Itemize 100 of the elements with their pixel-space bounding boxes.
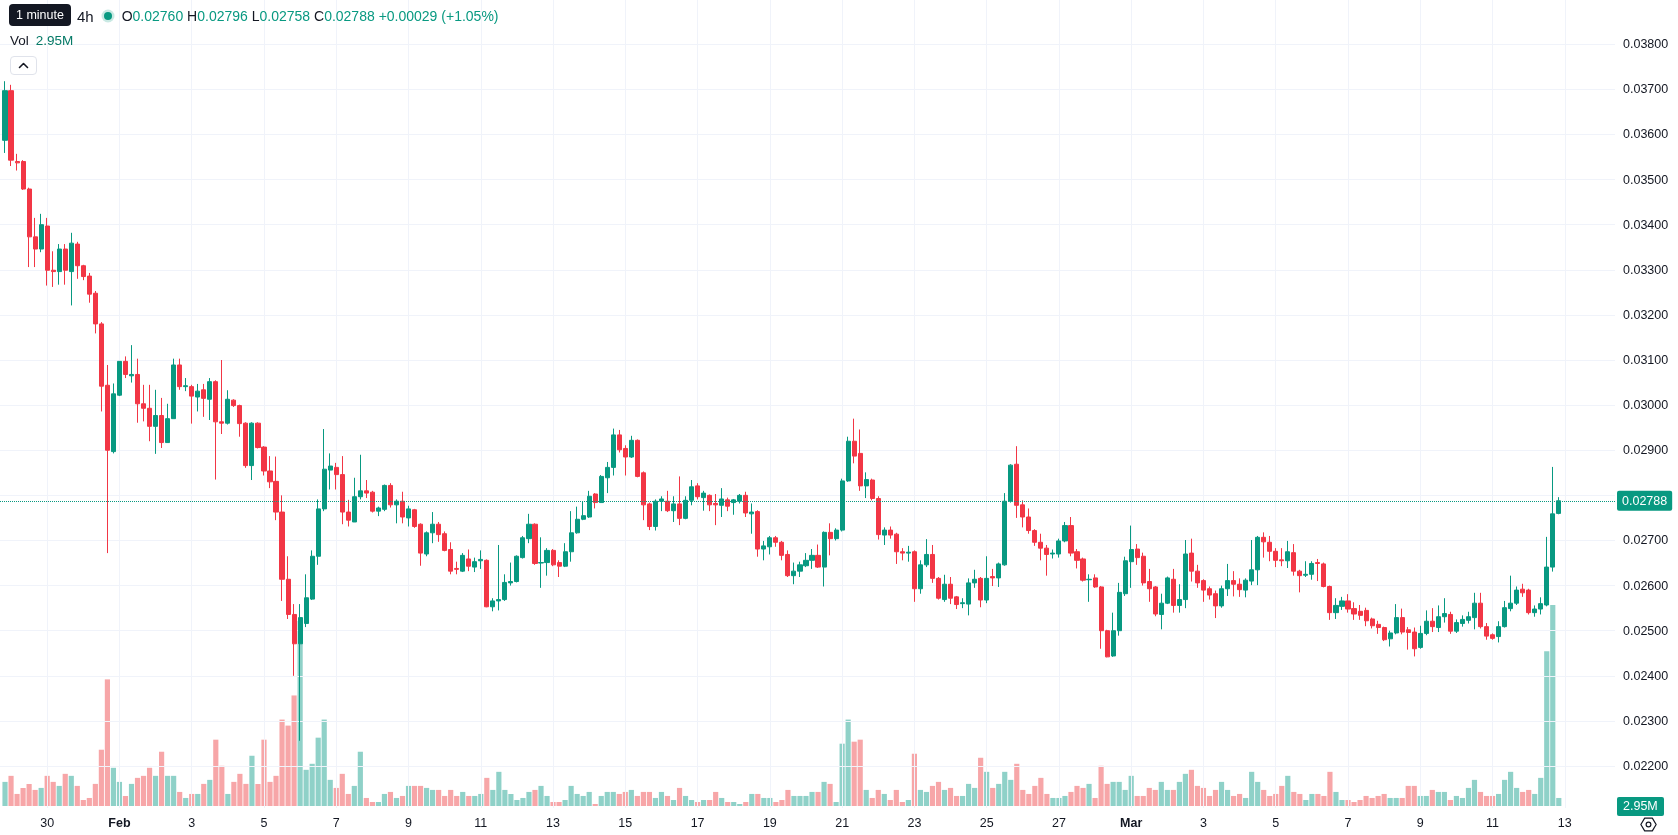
- candlestick: [1171, 568, 1176, 614]
- bar: [863, 789, 869, 806]
- candlestick: [189, 384, 194, 425]
- candlestick: [912, 549, 917, 603]
- candlestick: [63, 243, 68, 286]
- bar: [466, 795, 472, 806]
- candlestick: [69, 232, 74, 306]
- text: O0.02760 H0.02796 L0.02758 C0.02788 +0.00029 (+1.05%): [121, 8, 499, 24]
- x-tick-label: Feb: [108, 815, 131, 830]
- candlestick: [2, 80, 8, 154]
- x-tick-label: 15: [618, 815, 633, 830]
- bar: [56, 785, 62, 806]
- candlestick: [882, 526, 887, 546]
- bar: [38, 787, 44, 806]
- bar: [201, 783, 207, 806]
- bar: [725, 801, 731, 806]
- ref-line-label: 0.02788: [1622, 493, 1668, 508]
- bar: [592, 803, 598, 806]
- bar: [978, 757, 984, 806]
- x-tick-label: 21: [835, 815, 850, 830]
- candlestick: [400, 491, 405, 524]
- y-tick-label: 0.02500: [1623, 623, 1669, 638]
- candlestick: [406, 505, 411, 527]
- x-tick-label: 23: [907, 815, 922, 830]
- bar: [122, 795, 129, 806]
- x-tick-label: 30: [40, 815, 55, 830]
- candlestick: [177, 358, 182, 391]
- bar: [719, 797, 725, 806]
- bar: [676, 787, 683, 806]
- y-tick-label: 0.03800: [1623, 37, 1669, 52]
- candlestick: [484, 558, 489, 608]
- y-tick-label: 0.03000: [1623, 398, 1669, 413]
- x-tick-label: 3: [1199, 815, 1207, 830]
- y-tick-label: 0.03100: [1623, 353, 1669, 368]
- candlestick: [201, 383, 206, 418]
- bar: [821, 781, 827, 806]
- candlestick: [388, 482, 393, 509]
- bar: [152, 775, 159, 806]
- bar: [484, 777, 490, 806]
- bar: [990, 787, 996, 806]
- candlestick: [159, 397, 164, 449]
- bar: [743, 801, 749, 806]
- y-tick-label: 0.03200: [1623, 307, 1669, 322]
- x-tick-label: 17: [690, 815, 705, 830]
- candlestick: [249, 421, 254, 481]
- candlestick: [906, 545, 911, 563]
- candlestick: [755, 509, 760, 558]
- candlestick: [743, 491, 748, 518]
- bar: [183, 797, 189, 806]
- candlestick: [472, 557, 477, 573]
- annotation: 1 minute: [9, 4, 71, 26]
- bar: [393, 797, 400, 806]
- bar: [905, 799, 911, 806]
- chart-title: Vol: [10, 32, 29, 48]
- bar: [195, 793, 201, 806]
- bar: [68, 775, 74, 806]
- candlestick: [593, 492, 598, 509]
- candlestick: [39, 213, 44, 253]
- candlestick: [225, 389, 230, 426]
- candlestick: [1430, 607, 1435, 633]
- candlestick: [195, 383, 200, 412]
- bar: [1285, 775, 1291, 806]
- candlestick: [1086, 573, 1092, 603]
- candlestick: [123, 355, 128, 379]
- candlestick: [725, 497, 730, 512]
- candlestick: [183, 377, 188, 392]
- candlestick: [984, 555, 989, 604]
- bar: [1170, 789, 1176, 806]
- candlestick: [864, 471, 869, 499]
- bar: [815, 791, 821, 806]
- bar: [460, 791, 466, 806]
- bar: [177, 791, 183, 806]
- x-tick-label: 13: [546, 815, 561, 830]
- x-tick-label: 11: [1486, 815, 1500, 830]
- candlestick: [8, 84, 14, 167]
- y-tick-label: 0.03600: [1623, 127, 1669, 142]
- candlestick: [665, 490, 670, 513]
- bar: [249, 755, 255, 806]
- bar: [749, 793, 755, 806]
- x-tick-label: 19: [762, 815, 777, 830]
- candlestick: [677, 475, 682, 526]
- bar: [225, 793, 231, 806]
- x-tick-label: 7: [1344, 815, 1352, 830]
- text: 4h: [77, 7, 94, 25]
- x-tick-label: 3: [188, 815, 196, 830]
- y-tick-label: 0.02700: [1623, 533, 1669, 548]
- annotation: 2.95M: [35, 32, 74, 48]
- x-tick-label: 13: [1557, 815, 1572, 830]
- bar: [670, 799, 677, 806]
- y-tick-label: 0.02900: [1623, 443, 1669, 458]
- x-tick-label: Mar: [1120, 815, 1143, 830]
- x-tick-label: 11: [474, 815, 488, 830]
- bar: [207, 779, 213, 806]
- y-tick-label: 0.03700: [1623, 82, 1669, 97]
- bar: [62, 773, 68, 806]
- candlestick: [695, 482, 700, 500]
- candlestick: [532, 522, 538, 566]
- bar: [2, 781, 8, 806]
- y-tick-label: 0.03300: [1623, 262, 1669, 277]
- bar: [128, 783, 135, 806]
